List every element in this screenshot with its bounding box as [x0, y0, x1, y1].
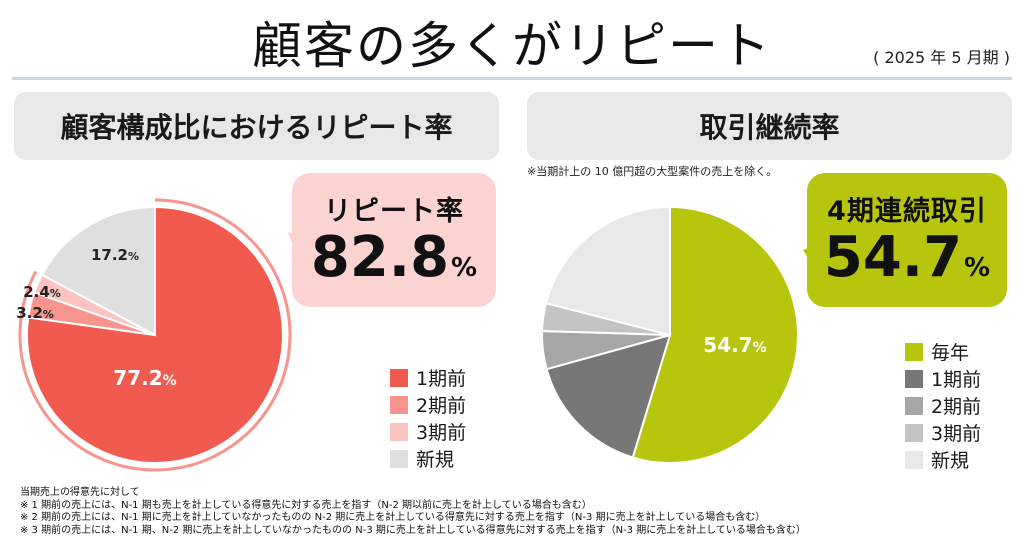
repeat-rate-callout: リピート率 82.8%: [292, 173, 496, 307]
legend-swatch: [390, 449, 408, 468]
title-divider: [12, 77, 1012, 80]
callout-value: 54.7%: [807, 225, 1007, 290]
legend-swatch: [390, 422, 408, 441]
legend-label: 2期前: [931, 396, 982, 418]
right-chart-legend: 毎年 1期前 2期前 3期前新規: [905, 338, 981, 473]
legend-label: 1期前: [416, 368, 467, 390]
legend-swatch: [905, 450, 923, 469]
legend-label: 新規: [416, 449, 455, 471]
page-title: 顧客の多くがリピート: [252, 17, 772, 75]
legend-swatch: [390, 368, 408, 387]
legend-swatch: [905, 342, 923, 361]
pie-slice-新規: [544, 205, 671, 337]
pie-slice-1期前: [26, 205, 284, 464]
callout-number: 54.7: [823, 225, 963, 290]
data-label-2期前: 3.2%: [16, 304, 54, 322]
callout-label: リピート率: [324, 196, 464, 227]
continuity-rate-callout: 4期連続取引 54.7%: [807, 173, 1007, 307]
pie-slice-毎年: [631, 205, 799, 464]
footnote-line: ※ 3 期前の売上には、N-1 期、N-2 期に売上を計上していなかったものの …: [20, 524, 806, 536]
callout-value: 82.8%: [292, 225, 496, 290]
left-chart-legend: 1期前 2期前 3期前新規: [390, 364, 466, 472]
continuity-rate-pie-chart: 54.7%: [541, 205, 827, 464]
callout-label: 4期連続取引: [827, 196, 987, 227]
exclusion-note: ※当期計上の 10 億円超の大型案件の売上を除く。: [527, 165, 778, 178]
legend-swatch: [390, 395, 408, 414]
footnote-line: ※ 2 期前の売上には、N-1 期に売上を計上していなかったものの N-2 期に…: [20, 512, 766, 523]
pie-slice-1期前: [545, 333, 672, 459]
legend-item: 1期前: [390, 364, 466, 391]
footnotes: 当期売上の得意先に対して ※ 1 期前の売上には、N-1 期も売上を計上している…: [20, 487, 806, 537]
pie-slice-新規: [40, 205, 156, 337]
legend-label: 2期前: [416, 395, 467, 417]
legend-item: 2期前: [390, 391, 466, 418]
callout-unit: %: [451, 253, 478, 283]
legend-item: 2期前: [905, 392, 981, 419]
legend-item: 3期前: [905, 419, 981, 446]
left-panel-heading: 顧客構成比におけるリピート率: [14, 92, 499, 160]
right-panel-heading: 取引継続率: [527, 92, 1012, 160]
legend-label: 1期前: [931, 369, 982, 391]
legend-item: 毎年: [905, 338, 981, 365]
footnote-line: 当期売上の得意先に対して: [20, 487, 140, 498]
legend-item: 3期前: [390, 418, 466, 445]
legend-label: 毎年: [931, 342, 970, 364]
data-label-新規: 17.2%: [91, 246, 139, 264]
repeat-share-outline: [18, 198, 292, 472]
legend-label: 3期前: [931, 423, 982, 445]
data-label-3期前: 2.4%: [23, 283, 61, 301]
callout-number: 82.8: [310, 225, 450, 290]
legend-item: 1期前: [905, 365, 981, 392]
legend-swatch: [905, 396, 923, 415]
legend-item: 新規: [390, 445, 466, 472]
fiscal-period: ( 2025 年 5 月期 ): [873, 48, 1010, 67]
legend-item: 新規: [905, 446, 981, 473]
footnote-line: ※ 1 期前の売上には、N-1 期も売上を計上している得意先に対する売上を指す（…: [20, 499, 592, 511]
legend-label: 3期前: [416, 422, 467, 444]
repeat-rate-pie-chart: 77.2%3.2%2.4%17.2%: [16, 198, 312, 472]
legend-swatch: [905, 369, 923, 388]
callout-unit: %: [964, 253, 991, 283]
legend-swatch: [905, 423, 923, 442]
legend-label: 新規: [931, 450, 970, 472]
